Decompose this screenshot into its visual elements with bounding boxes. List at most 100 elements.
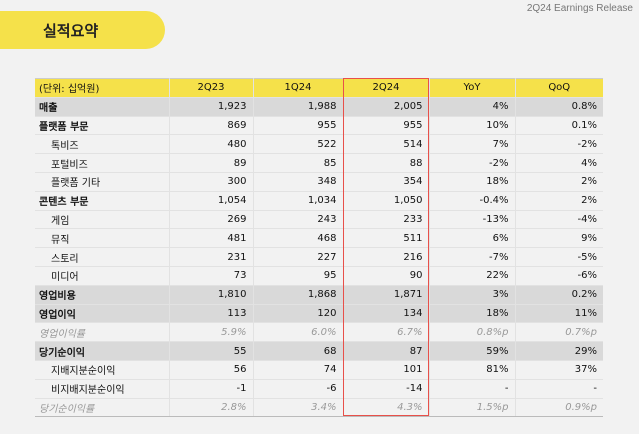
table-row: 영업이익률 5.9% 6.0% 6.7% 0.8%p 0.7%p <box>35 322 603 343</box>
table-cell: 1,988 <box>253 97 344 117</box>
earnings-summary-table: (단위: 십억원) 2Q23 1Q24 2Q24 YoY QoQ 매출 1,923 1,988 2… <box>35 78 603 418</box>
table-cell: 6.7% <box>343 322 430 343</box>
table-cell: 231 <box>169 247 254 267</box>
table-cell: 73 <box>169 266 254 286</box>
row-label: 톡비즈 <box>35 134 170 155</box>
table-row: 영업비용 1,810 1,868 1,871 3% 0.2% <box>35 285 603 305</box>
table-cell: 468 <box>253 228 344 249</box>
table-cell: -1 <box>169 379 254 399</box>
table-row: 게임 269 243 233 -13% -4% <box>35 210 603 230</box>
table-cell: 5.9% <box>169 322 254 343</box>
table-cell: -6% <box>515 266 603 286</box>
table-cell: 95 <box>253 266 344 286</box>
table-cell: 87 <box>343 341 430 361</box>
table-cell: 56 <box>169 360 254 380</box>
table-cell: 18% <box>429 172 516 192</box>
table-cell: 269 <box>169 210 254 230</box>
table-cell: 511 <box>343 228 430 249</box>
table-row: 플랫폼 기타 300 348 354 18% 2% <box>35 172 603 192</box>
row-label: 지배지분순이익 <box>35 360 170 380</box>
table-cell: 88 <box>343 153 430 173</box>
table-cell: 522 <box>253 134 344 155</box>
table-cell: 29% <box>515 341 603 361</box>
table-cell: -2% <box>515 134 603 155</box>
table-cell: 233 <box>343 210 430 230</box>
row-label: 영업이익률 <box>35 322 170 343</box>
column-header: YoY <box>429 78 516 98</box>
table-cell: -0.4% <box>429 191 516 211</box>
column-header: 1Q24 <box>253 78 344 98</box>
release-label: 2Q24 Earnings Release <box>526 3 633 14</box>
table-cell: 68 <box>253 341 344 361</box>
table-cell: 1.5%p <box>429 398 516 418</box>
row-label: 영업이익 <box>35 304 170 324</box>
row-label: 플랫폼 부문 <box>35 116 170 136</box>
table-row: 미디어 73 95 90 22% -6% <box>35 266 603 286</box>
table-cell: 0.9%p <box>515 398 603 418</box>
table-cell: 89 <box>169 153 254 173</box>
table-cell: -2% <box>429 153 516 173</box>
table-cell: -14 <box>343 379 430 399</box>
table-cell: 6.0% <box>253 322 344 343</box>
table-row: 당기순이익 55 68 87 59% 29% <box>35 341 603 361</box>
table-cell: 0.7%p <box>515 322 603 343</box>
table-cell: 9% <box>515 228 603 249</box>
table-cell: 2.8% <box>169 398 254 418</box>
table-cell: -13% <box>429 210 516 230</box>
table-cell: 113 <box>169 304 254 324</box>
row-label: 뮤직 <box>35 228 170 249</box>
table-cell: 481 <box>169 228 254 249</box>
row-label: 스토리 <box>35 247 170 267</box>
table-cell: 7% <box>429 134 516 155</box>
row-label: 비지배지분순이익 <box>35 379 170 399</box>
table-row: 스토리 231 227 216 -7% -5% <box>35 247 603 267</box>
table-cell: 1,054 <box>169 191 254 211</box>
table-cell: 514 <box>343 134 430 155</box>
table-cell: -7% <box>429 247 516 267</box>
row-label: 포털비즈 <box>35 153 170 173</box>
table-row: 당기순이익률 2.8% 3.4% 4.3% 1.5%p 0.9%p <box>35 398 603 418</box>
table-row: 콘텐츠 부문 1,054 1,034 1,050 -0.4% 2% <box>35 191 603 211</box>
row-label: 매출 <box>35 97 170 117</box>
table-cell: 6% <box>429 228 516 249</box>
table-cell: 4% <box>515 153 603 173</box>
table-cell: -6 <box>253 379 344 399</box>
table-cell: 1,868 <box>253 285 344 305</box>
table-cell: 37% <box>515 360 603 380</box>
table-cell: 480 <box>169 134 254 155</box>
table-cell: 1,871 <box>343 285 430 305</box>
table-cell: 10% <box>429 116 516 136</box>
row-label: 당기순이익률 <box>35 398 170 418</box>
page-title: 실적요약 <box>43 22 99 40</box>
row-label: 영업비용 <box>35 285 170 305</box>
table-cell: 1,034 <box>253 191 344 211</box>
table-cell: 81% <box>429 360 516 380</box>
table-cell: 18% <box>429 304 516 324</box>
table-cell: 4% <box>429 97 516 117</box>
row-label: 게임 <box>35 210 170 230</box>
row-label: 미디어 <box>35 266 170 286</box>
table-row: 영업이익 113 120 134 18% 11% <box>35 304 603 324</box>
column-header: 2Q23 <box>169 78 254 98</box>
row-label: 콘텐츠 부문 <box>35 191 170 211</box>
table-row: 뮤직 481 468 511 6% 9% <box>35 228 603 249</box>
table-cell: 90 <box>343 266 430 286</box>
row-label: 플랫폼 기타 <box>35 172 170 192</box>
table-cell: 55 <box>169 341 254 361</box>
table-cell: 2% <box>515 191 603 211</box>
table-cell: 216 <box>343 247 430 267</box>
table-row: 매출 1,923 1,988 2,005 4% 0.8% <box>35 97 603 117</box>
table-cell: 2,005 <box>343 97 430 117</box>
column-header: (단위: 십억원) <box>35 78 170 98</box>
table-cell: - <box>515 379 603 399</box>
table-cell: 3% <box>429 285 516 305</box>
table-cell: - <box>429 379 516 399</box>
table-cell: 1,050 <box>343 191 430 211</box>
table-cell: 85 <box>253 153 344 173</box>
table-cell: 300 <box>169 172 254 192</box>
table-cell: 0.1% <box>515 116 603 136</box>
table-cell: 74 <box>253 360 344 380</box>
column-header: 2Q24 <box>343 78 430 98</box>
table-cell: 955 <box>343 116 430 136</box>
title-banner: 실적요약 <box>0 11 165 49</box>
